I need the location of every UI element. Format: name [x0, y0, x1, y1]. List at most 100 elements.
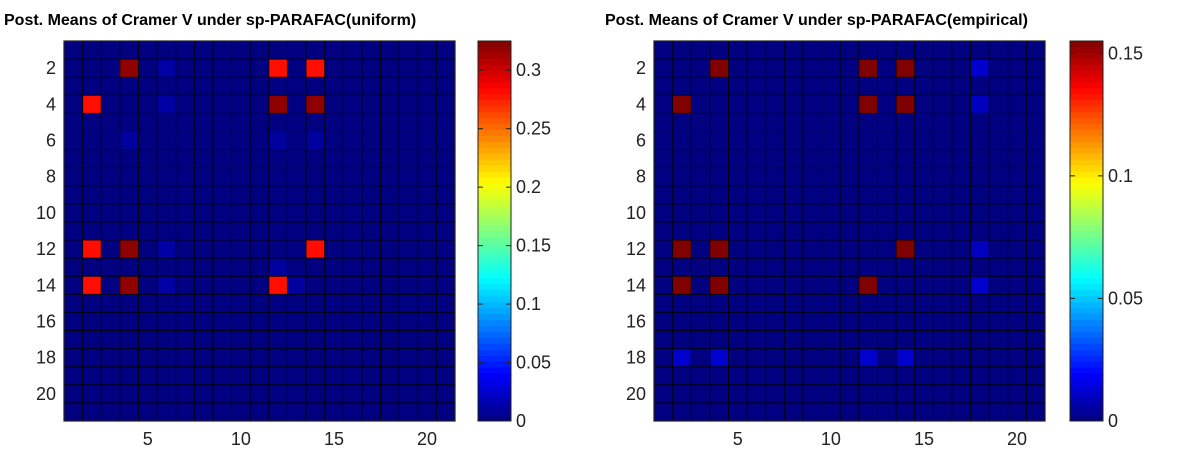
- heatmap-cell: [287, 113, 307, 132]
- heatmap-cell: [709, 221, 729, 241]
- heatmap-cell: [840, 384, 860, 404]
- heatmap-cell: [157, 41, 177, 60]
- heatmap-cell: [157, 59, 177, 78]
- heatmap-cell: [1026, 366, 1046, 386]
- heatmap-cell: [747, 59, 767, 78]
- heatmap-cell: [138, 59, 158, 78]
- y-tick-label: 8: [636, 167, 646, 187]
- heatmap-cell: [157, 366, 177, 386]
- heatmap-cell: [250, 113, 270, 132]
- heatmap-cell: [1007, 149, 1027, 168]
- heatmap-cell: [1007, 402, 1027, 422]
- colorbar-segment: [1070, 207, 1103, 214]
- heatmap-cell: [343, 348, 363, 368]
- heatmap-cell: [765, 294, 785, 313]
- heatmap-cell: [858, 294, 878, 313]
- colorbar-segment: [478, 343, 511, 351]
- heatmap-cell: [858, 348, 878, 368]
- heatmap-cell: [82, 366, 102, 386]
- heatmap-cell: [877, 167, 897, 187]
- heatmap-cell: [821, 366, 841, 386]
- heatmap-cell: [802, 402, 822, 422]
- y-tick-label: 2: [46, 58, 56, 78]
- heatmap-cell: [194, 330, 214, 349]
- heatmap-cell: [399, 384, 419, 404]
- y-tick-label: 4: [46, 94, 56, 114]
- colorbar-segment: [1070, 100, 1103, 107]
- heatmap-cell: [709, 95, 729, 114]
- heatmap-cell: [343, 258, 363, 277]
- heatmap-cell: [840, 348, 860, 368]
- heatmap-cell: [399, 167, 419, 187]
- heatmap-cell: [1007, 330, 1027, 349]
- heatmap-cell: [691, 185, 711, 205]
- colorbar-tick-label: 0.15: [516, 236, 551, 256]
- heatmap-cell: [951, 384, 971, 404]
- heatmap-cell: [380, 384, 400, 404]
- heatmap-cell: [138, 149, 158, 168]
- heatmap-cell: [672, 77, 692, 96]
- heatmap-cell: [119, 59, 139, 78]
- heatmap-cell: [64, 203, 83, 223]
- heatmap-cell: [64, 258, 83, 277]
- heatmap-cell: [287, 59, 307, 78]
- heatmap-cell: [138, 185, 158, 205]
- heatmap-cell: [877, 366, 897, 386]
- heatmap-cell: [287, 276, 307, 295]
- heatmap-cell: [784, 113, 804, 132]
- heatmap-cell: [287, 294, 307, 313]
- heatmap-cell: [101, 258, 121, 277]
- heatmap-cell: [709, 384, 729, 404]
- colorbar-segment: [478, 219, 511, 226]
- heatmap-cell: [691, 294, 711, 313]
- heatmap-cell: [1007, 384, 1027, 404]
- heatmap-cell: [709, 59, 729, 78]
- heatmap-cell: [784, 185, 804, 205]
- colorbar-segment: [478, 195, 511, 202]
- heatmap-cell: [896, 149, 915, 168]
- heatmap-cell: [858, 221, 878, 241]
- y-tick-label: 14: [36, 275, 56, 295]
- heatmap-cell: [970, 366, 990, 386]
- heatmap-cell: [324, 330, 344, 349]
- heatmap-cell: [380, 402, 400, 422]
- heatmap-cell: [399, 366, 419, 386]
- heatmap-cell: [1026, 221, 1046, 241]
- heatmap-cell: [306, 149, 325, 168]
- heatmap-cell: [287, 366, 307, 386]
- colorbar-segment: [478, 248, 511, 256]
- heatmap-cell: [231, 95, 251, 114]
- heatmap-cell: [933, 185, 953, 205]
- heatmap-cell: [306, 384, 325, 404]
- heatmap-cell: [268, 276, 288, 295]
- colorbar-segment: [478, 397, 511, 404]
- heatmap-cell: [380, 77, 400, 96]
- heatmap-cell: [691, 113, 711, 132]
- heatmap-cell: [877, 149, 897, 168]
- colorbar-segment: [1070, 41, 1103, 48]
- heatmap-cell: [896, 312, 915, 331]
- heatmap-cell: [654, 384, 673, 404]
- heatmap-cell: [989, 240, 1009, 259]
- heatmap-cell: [306, 240, 325, 259]
- colorbar-segment: [478, 94, 511, 101]
- heatmap-cell: [765, 149, 785, 168]
- heatmap-cell: [858, 113, 878, 132]
- heatmap-cell: [138, 131, 158, 150]
- heatmap-cell: [765, 240, 785, 259]
- heatmap-cell: [709, 41, 729, 60]
- colorbar-segment: [1070, 136, 1103, 143]
- heatmap-cell: [858, 203, 878, 223]
- heatmap-cell: [896, 41, 915, 60]
- heatmap-cell: [399, 185, 419, 205]
- colorbar-tick-label: 0.2: [516, 177, 541, 197]
- heatmap-cell: [1007, 276, 1027, 295]
- heatmap-cell: [691, 276, 711, 295]
- heatmap-panel-uniform: Post. Means of Cramer V under sp-PARAFAC…: [4, 12, 551, 449]
- x-tick-label: 15: [324, 429, 344, 449]
- axes-frame: [653, 40, 1046, 422]
- heatmap-cell: [821, 330, 841, 349]
- heatmap-cell: [101, 348, 121, 368]
- heatmap-cell: [951, 330, 971, 349]
